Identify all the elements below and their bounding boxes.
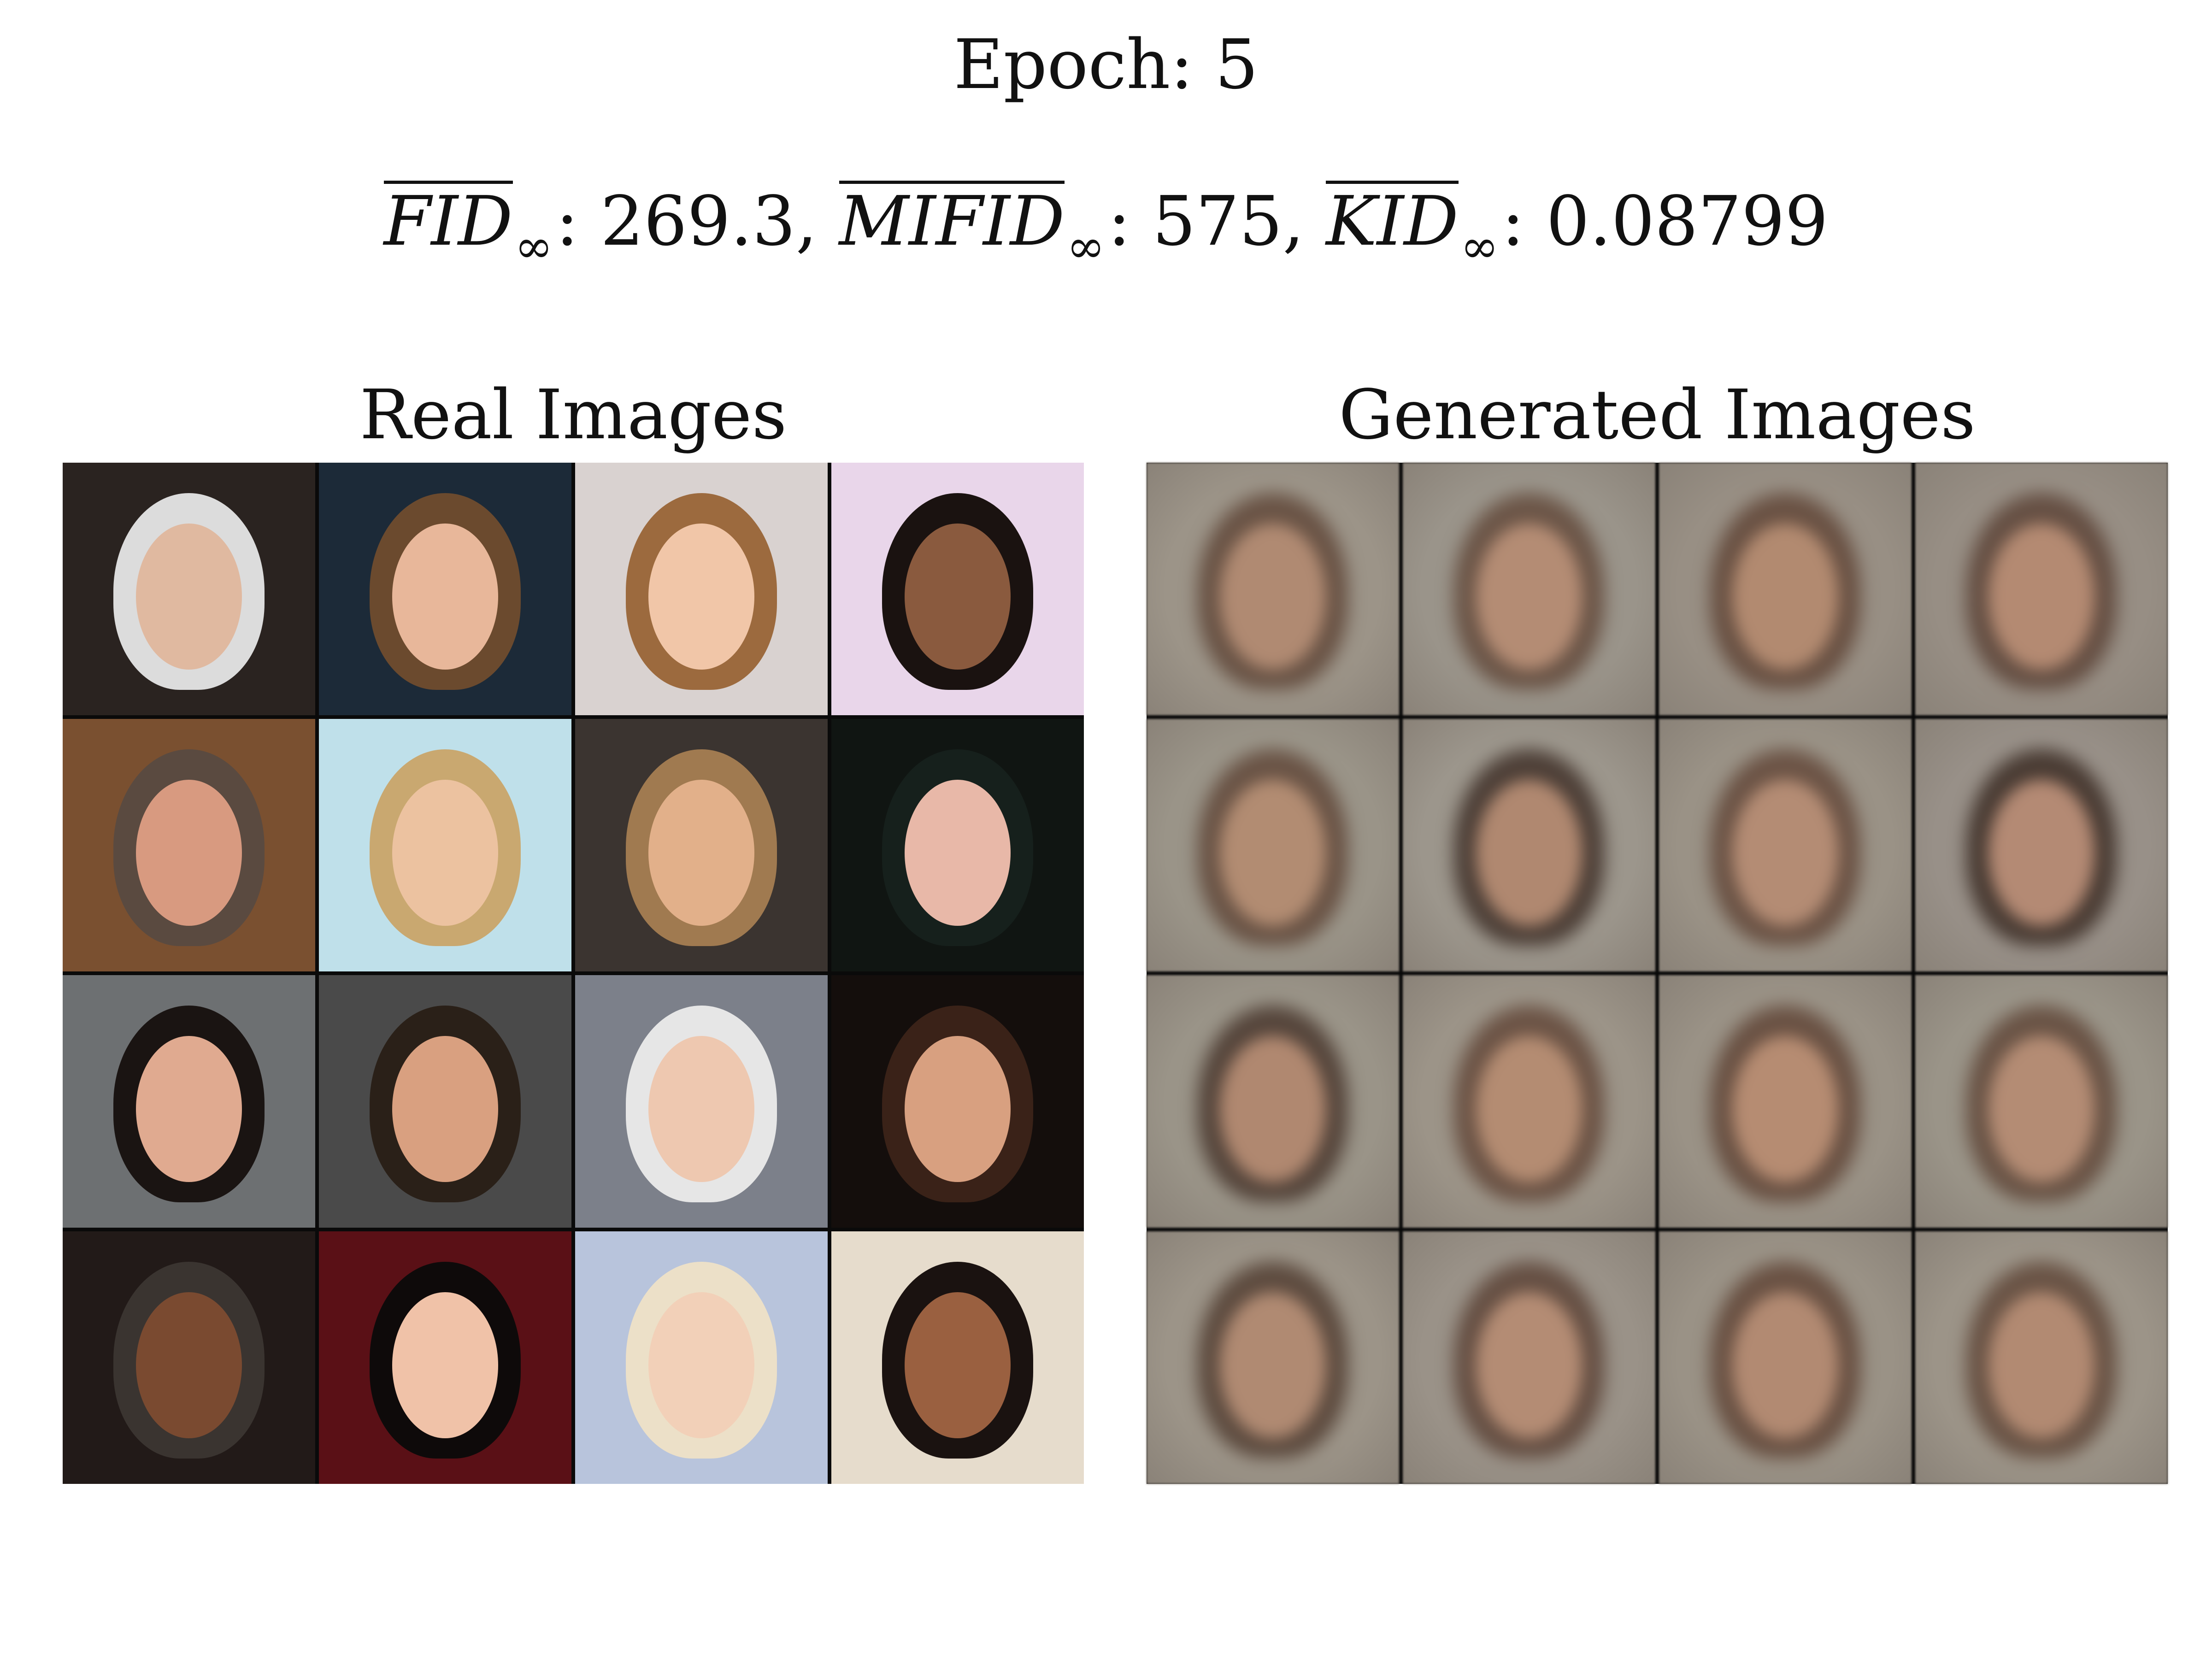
generated-image-tile-face: [1732, 779, 1839, 926]
generated-image-tile-face: [1988, 1292, 2095, 1439]
metric-mifid-name: MIFID: [839, 181, 1065, 261]
real-image-tile-face: [135, 523, 242, 670]
generated-image-tile-face: [1219, 523, 1326, 670]
real-image-tile-face: [904, 779, 1011, 926]
real-image-tile-face: [392, 1035, 499, 1182]
real-image-tile: [319, 719, 571, 971]
generated-image-tile-face: [1476, 1292, 1583, 1439]
generated-image-tile: [1915, 975, 2168, 1228]
metric-fid-value: 269.3: [600, 182, 796, 261]
metric-kid-subscript: ∞: [1460, 219, 1499, 273]
generated-image-tile-face: [1219, 1292, 1326, 1439]
generated-images-title: Generated Images: [1339, 375, 1976, 454]
real-image-tile: [831, 719, 1084, 971]
epoch-title: Epoch: 5: [0, 23, 2212, 106]
real-image-tile: [63, 975, 315, 1228]
generated-image-tile-face: [1732, 1292, 1839, 1439]
generated-image-tile: [1659, 463, 1912, 715]
real-image-tile-face: [648, 523, 755, 670]
generated-image-tile-face: [1988, 523, 2095, 670]
real-images-grid: [63, 463, 1084, 1484]
generated-image-tile: [1659, 1231, 1912, 1484]
real-image-tile: [831, 975, 1084, 1228]
epoch-value: 5: [1215, 25, 1259, 104]
real-image-tile-face: [904, 1292, 1011, 1439]
metric-mifid: MIFID∞: 575,: [839, 181, 1305, 273]
metric-fid-subscript: ∞: [514, 219, 553, 273]
metrics-line: FID∞: 269.3, MIFID∞: 575, KID∞: 0.08799: [0, 175, 2212, 293]
real-image-tile-face: [135, 1035, 242, 1182]
real-image-tile: [319, 975, 571, 1228]
metric-fid-name: FID: [383, 181, 513, 261]
real-image-tile: [63, 1231, 315, 1484]
generated-image-tile: [1403, 975, 1655, 1228]
generated-image-tile-face: [1219, 779, 1326, 926]
generated-image-tile-face: [1476, 1035, 1583, 1182]
generated-image-tile: [1915, 1231, 2168, 1484]
metric-mifid-value: 575: [1152, 182, 1283, 261]
real-image-tile-face: [648, 779, 755, 926]
real-image-tile-face: [648, 1292, 755, 1439]
real-image-tile: [575, 1231, 828, 1484]
generated-image-tile: [1147, 719, 1399, 971]
generated-image-tile-face: [1219, 1035, 1326, 1182]
real-image-tile: [831, 463, 1084, 715]
generated-image-tile: [1403, 1231, 1655, 1484]
generated-image-tile: [1147, 463, 1399, 715]
real-images-title: Real Images: [359, 375, 787, 454]
generated-image-tile: [1659, 719, 1912, 971]
generated-image-tile: [1915, 719, 2168, 971]
real-image-tile: [575, 463, 828, 715]
metric-kid-name: KID: [1326, 181, 1459, 261]
metric-fid: FID∞: 269.3,: [383, 181, 818, 273]
generated-image-tile: [1147, 1231, 1399, 1484]
real-image-tile: [831, 1231, 1084, 1484]
real-image-tile-face: [392, 1292, 499, 1439]
real-image-tile-face: [135, 1292, 242, 1439]
metric-mifid-subscript: ∞: [1066, 219, 1105, 273]
generated-image-tile-face: [1732, 1035, 1839, 1182]
generated-image-tile: [1147, 975, 1399, 1228]
generated-image-tile-face: [1988, 779, 2095, 926]
real-image-tile-face: [648, 1035, 755, 1182]
metric-kid: KID∞: 0.08799: [1326, 181, 1829, 273]
generated-image-tile-face: [1476, 779, 1583, 926]
real-image-tile: [63, 463, 315, 715]
metric-mifid-separator: ,: [1282, 182, 1305, 261]
generated-image-tile-face: [1988, 1035, 2095, 1182]
real-image-tile-face: [904, 1035, 1011, 1182]
real-image-tile-face: [392, 779, 499, 926]
metric-fid-separator: ,: [795, 182, 818, 261]
real-image-tile: [319, 463, 571, 715]
real-image-tile: [575, 719, 828, 971]
real-image-tile-face: [392, 523, 499, 670]
real-image-tile-face: [135, 779, 242, 926]
real-image-tile: [319, 1231, 571, 1484]
generated-image-tile: [1403, 463, 1655, 715]
generated-image-tile-face: [1732, 523, 1839, 670]
epoch-label: Epoch:: [953, 25, 1194, 104]
generated-image-tile: [1403, 719, 1655, 971]
real-image-tile: [575, 975, 828, 1228]
generated-image-tile: [1915, 463, 2168, 715]
real-image-tile: [63, 719, 315, 971]
generated-images-grid: [1147, 463, 2168, 1484]
generated-image-tile-face: [1476, 523, 1583, 670]
generated-image-tile: [1659, 975, 1912, 1228]
metric-kid-value: 0.08799: [1546, 182, 1829, 261]
real-image-tile-face: [904, 523, 1011, 670]
